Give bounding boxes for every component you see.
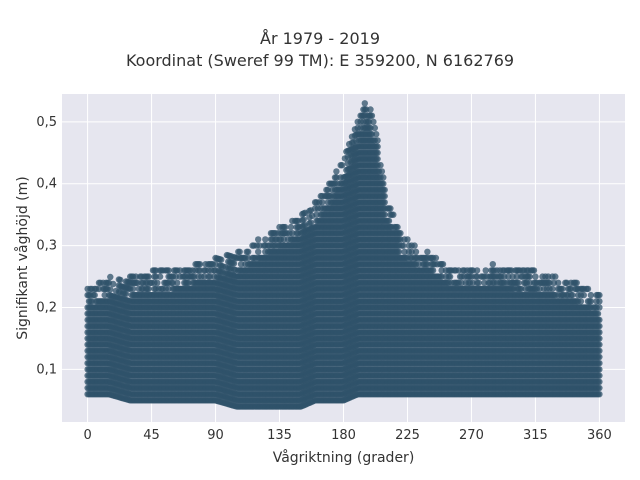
data-point: [110, 280, 117, 288]
data-point: [156, 273, 164, 280]
data-point: [117, 276, 124, 284]
data-point: [91, 291, 98, 299]
data-point: [107, 286, 114, 293]
data-point: [145, 273, 152, 280]
data-point: [287, 223, 295, 231]
data-point: [245, 248, 252, 255]
data-point: [300, 216, 307, 223]
data-point: [333, 168, 340, 175]
data-point: [218, 256, 225, 263]
data-point: [262, 236, 269, 243]
data-point: [338, 162, 346, 169]
data-point: [174, 279, 181, 286]
data-point: [236, 248, 243, 255]
data-point: [255, 236, 262, 243]
data-point: [255, 248, 262, 255]
data-point: [107, 273, 114, 281]
data-point: [230, 260, 238, 267]
data-point: [165, 267, 172, 274]
data-point: [196, 261, 204, 268]
data-point: [122, 290, 130, 298]
data-point: [282, 223, 289, 231]
data-point: [129, 285, 137, 293]
data-point: [319, 199, 326, 206]
data-point: [154, 279, 161, 286]
data-points: [84, 100, 603, 410]
data-point: [145, 285, 152, 293]
